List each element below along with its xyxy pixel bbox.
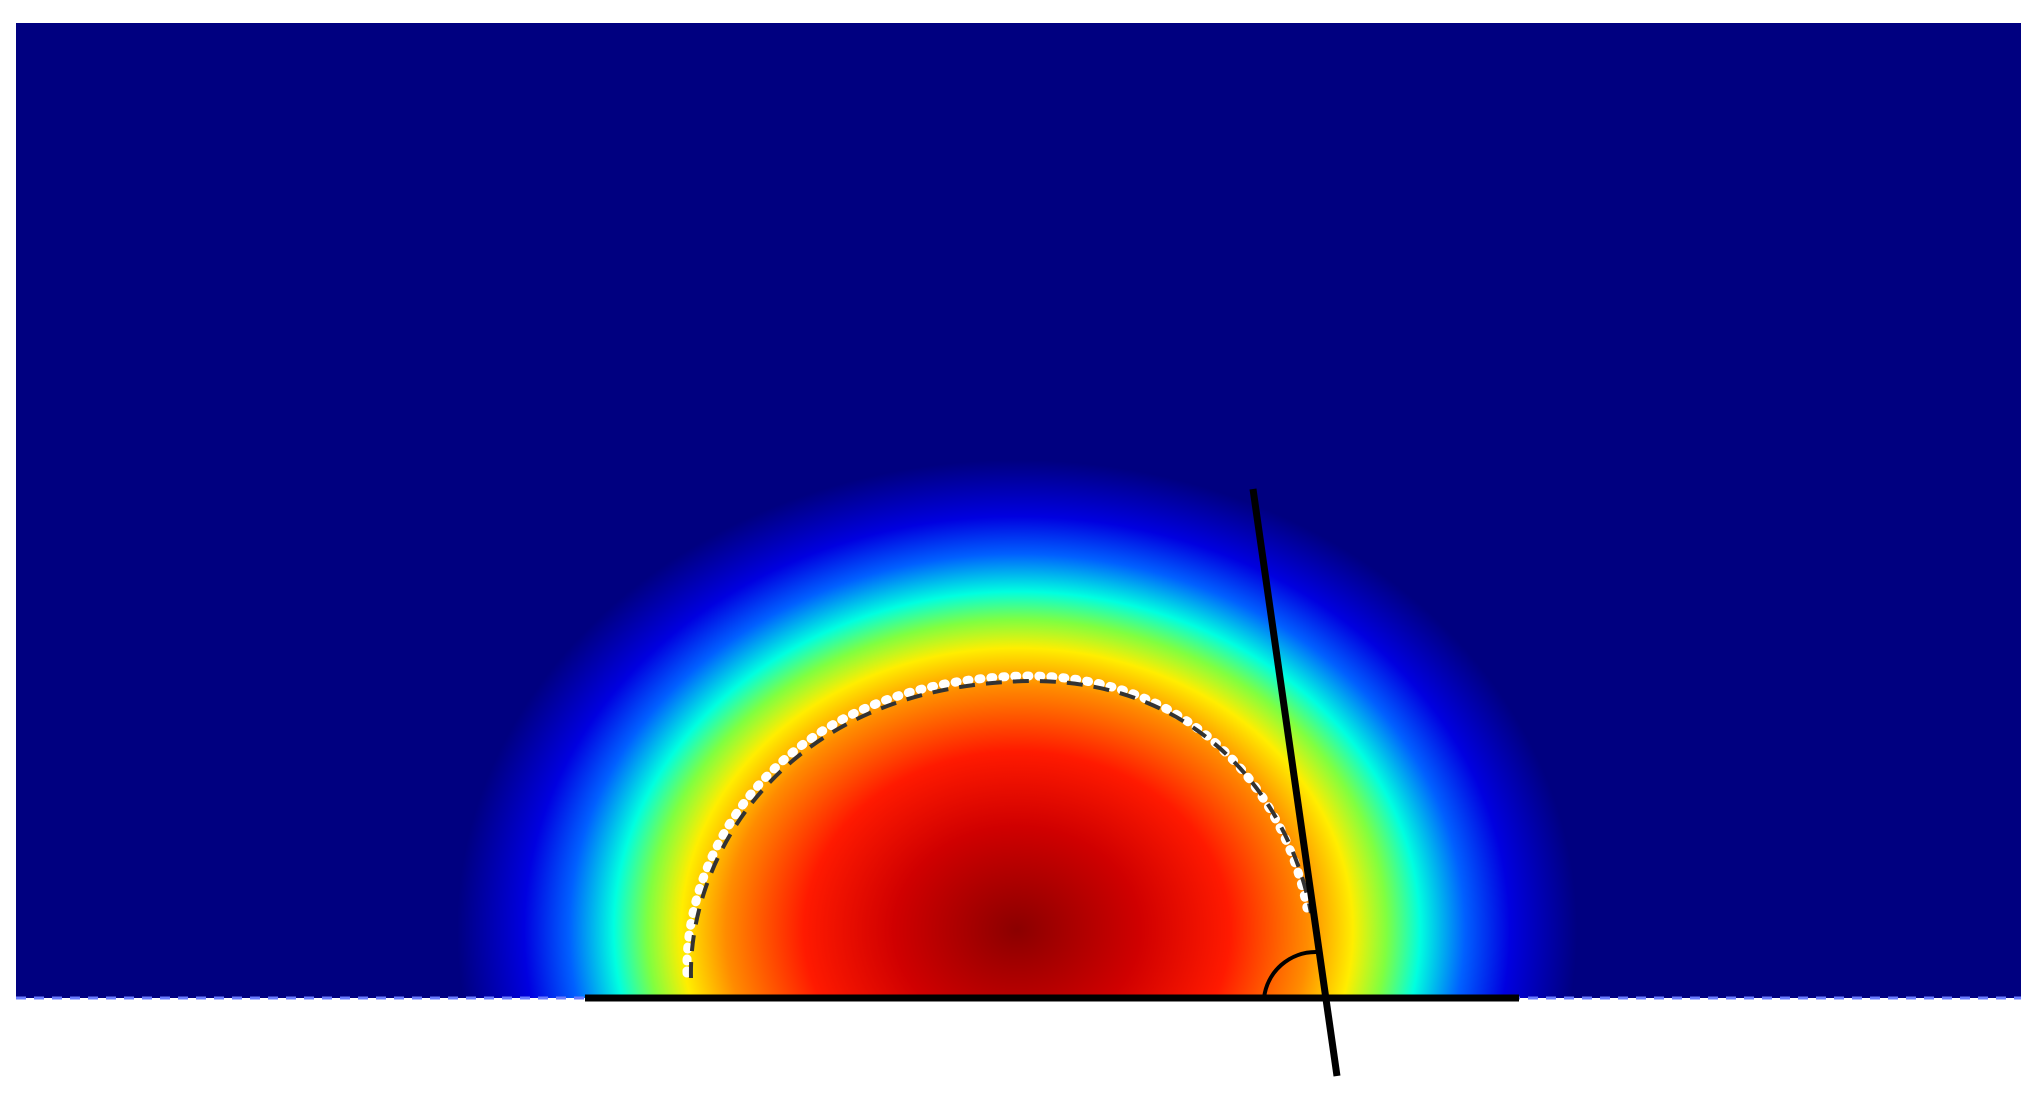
interface-contour-dashed [688,678,1313,979]
contact-angle-arc [1262,949,1317,999]
tangent-line [1249,488,1341,1077]
droplet-heat-field [16,23,2021,998]
